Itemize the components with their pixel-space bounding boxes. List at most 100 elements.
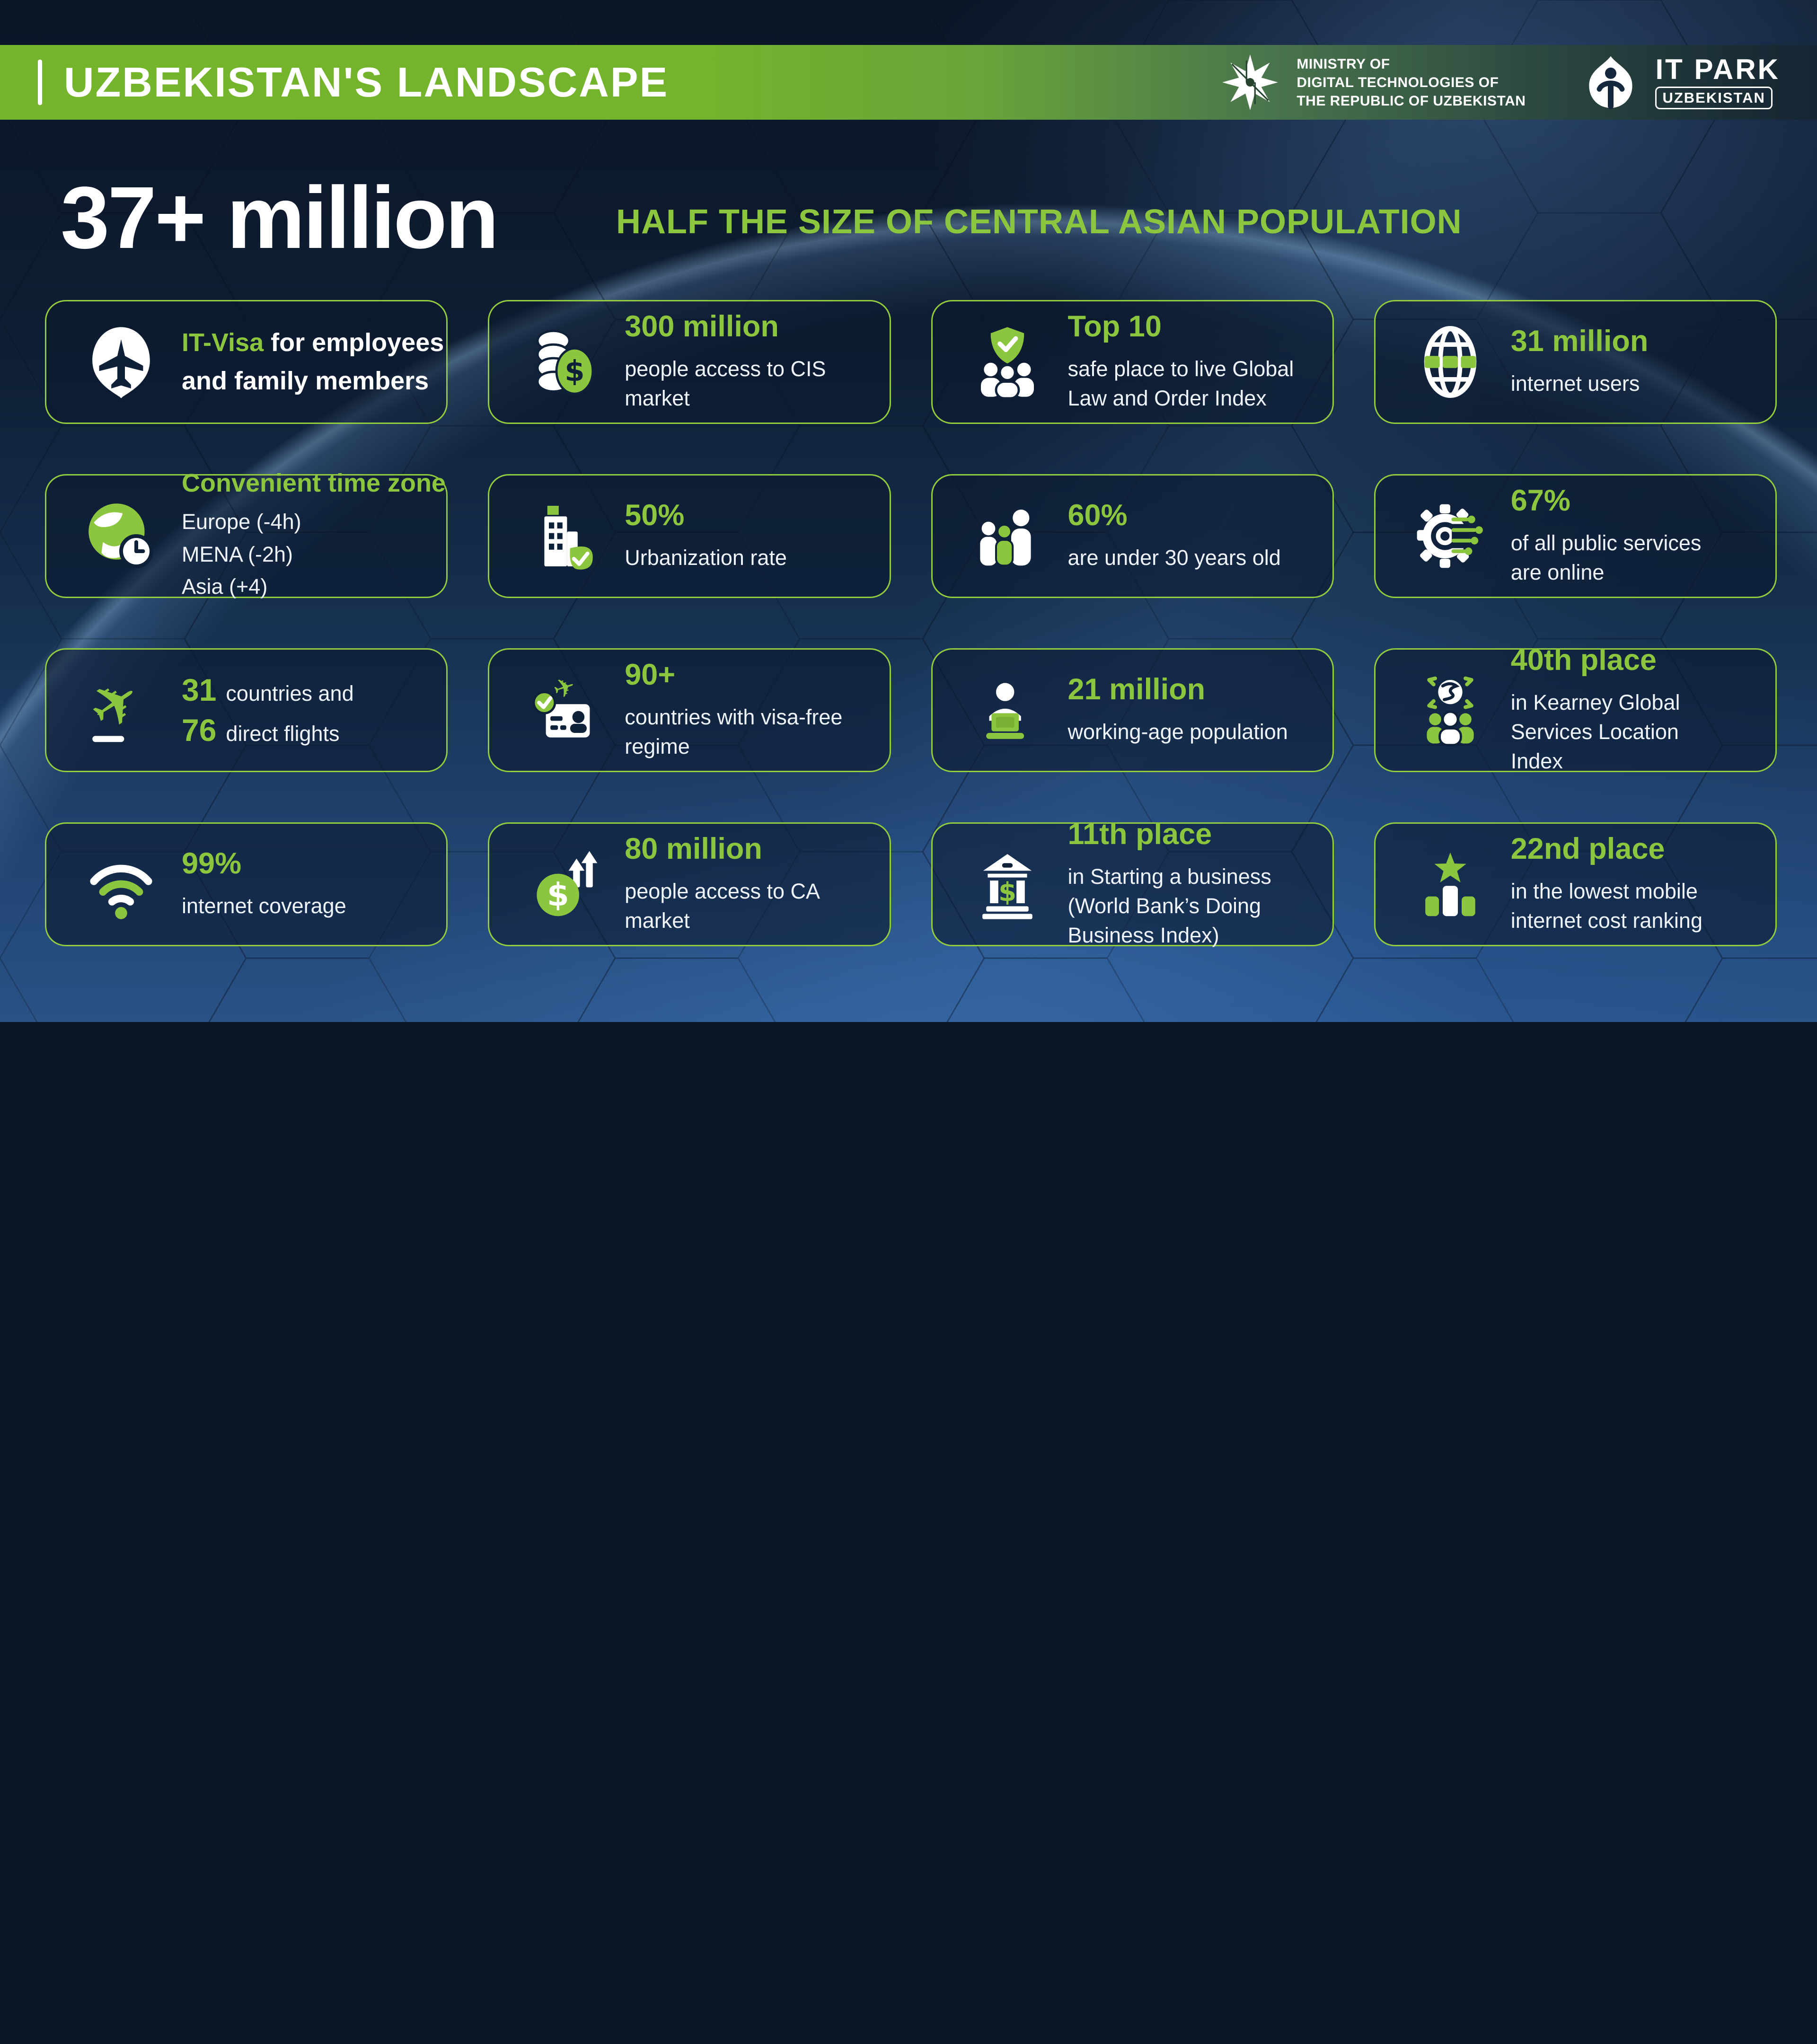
ministry-line-1: MINISTRY OF [1297,56,1390,72]
card-value: 60% [1067,498,1128,532]
itpark-drop-icon [1589,56,1633,109]
stat-card-internet-users: 31 million internet users [1374,300,1777,424]
bank-icon [970,846,1045,922]
card-description: people access to CA market [625,879,819,933]
card-pair-text: countries and [226,681,354,705]
building-leaf-icon [526,498,602,574]
card-value: 67% [1510,484,1570,517]
card-line: Europe (-4h) [182,510,301,534]
gear-circuit-icon [1412,498,1488,574]
title-accent-bar [38,60,42,105]
card-pair-text: direct flights [226,722,340,746]
coins-icon [526,324,602,400]
card-highlight: IT-Visa [182,328,264,357]
card-value: 80 million [625,832,762,865]
card-pair-row: 76 direct flights [182,714,354,746]
card-body: 31 countries and 76 direct flights [182,670,354,750]
stat-card-working-age: 21 million working-age population [931,648,1334,772]
stat-card-safety: Top 10 safe place to live Global Law and … [931,300,1334,424]
globe-people-icon [1412,672,1488,748]
card-value: 50% [625,498,685,532]
card-pair-value: 76 [182,713,217,748]
card-value: 22nd place [1510,832,1665,865]
card-headline-rest: for employees and family members [182,328,444,395]
stat-card-kearney: 40th place in Kearney Global Services Loc… [1374,644,1777,773]
ministry-line-3: THE REPUBLIC OF UZBEKISTAN [1297,93,1526,109]
card-pair-value: 31 [182,672,217,707]
card-value: 40th place [1510,643,1657,677]
card-value: 300 million [625,309,779,343]
money-growth-icon [526,846,602,922]
header-title-wrap: UZBEKISTAN'S LANDSCAPE [38,58,669,106]
stat-card-it-visa: IT-Visa for employees and family members [45,300,448,424]
hero-subheadline: HALF THE SIZE OF CENTRAL ASIAN POPULATIO… [616,203,1462,241]
ministry-logo: MINISTRY OF DIGITAL TECHNOLOGIES OF THE … [1220,52,1526,113]
card-lines: Europe (-4h) MENA (-2h) Asia (+4) [182,506,446,603]
stat-card-urbanization: 50% Urbanization rate [488,474,891,598]
card-body: 31 million internet users [1511,326,1649,398]
card-body: 99% internet coverage [182,848,346,921]
stat-card-time-zone: Convenient time zone Europe (-4h) MENA (-2… [45,469,448,599]
visa-card-icon [526,672,602,748]
stat-card-business: 11th place in Starting a business (World … [931,819,1334,947]
card-value: Top 10 [1067,309,1162,343]
card-body: 50% Urbanization rate [625,500,787,573]
itpark-logo-text: IT PARK UZBEKISTAN [1655,55,1780,109]
card-body: 67% of all public services are online [1511,485,1733,587]
stat-card-cis-market: 300 million people access to CIS market [488,300,891,424]
card-body: 80 million people access to CA market [625,833,889,935]
card-body: 90+ countries with visa-free regime [625,659,856,761]
stat-card-youth: 60% are under 30 years old [931,474,1334,598]
card-description: people access to CIS market [625,356,826,411]
card-description: internet coverage [182,894,346,918]
laptop-person-icon [970,672,1045,748]
itpark-title: IT PARK [1655,53,1780,85]
people-icon [970,498,1045,574]
shield-people-icon [970,324,1045,400]
card-description: in Starting a business (World Bank’s Doi… [1067,864,1271,948]
wifi-icon [83,846,159,922]
stat-card-mobile-cost: 22nd place in the lowest mobile internet … [1374,822,1777,946]
stat-card-visa-free: 90+ countries with visa-free regime [488,648,891,772]
card-body: 21 million working-age population [1068,674,1288,747]
ministry-logo-text: MINISTRY OF DIGITAL TECHNOLOGIES OF THE … [1297,55,1526,110]
card-body: 22nd place in the lowest mobile internet … [1511,833,1733,935]
star-podium-icon [1412,846,1488,922]
card-line: Asia (+4) [182,574,268,599]
card-body: 11th place in Starting a business (World … [1068,819,1332,950]
card-body: Convenient time zone Europe (-4h) MENA (-2… [182,469,446,603]
card-description: working-age population [1067,720,1288,744]
page-title: UZBEKISTAN'S LANDSCAPE [64,59,669,106]
card-description: countries with visa-free regime [625,705,843,759]
stat-card-ca-market: 80 million people access to CA market [488,822,891,946]
card-body: 300 million people access to CIS market [625,311,889,413]
card-description: Urbanization rate [625,546,787,570]
card-value: 11th place [1067,817,1212,851]
ministry-star-icon [1222,54,1279,110]
card-description: are under 30 years old [1067,546,1281,570]
ministry-line-2: DIGITAL TECHNOLOGIES OF [1297,74,1499,90]
card-description: of all public services are online [1510,530,1702,585]
card-line: MENA (-2h) [182,542,293,566]
itpark-subtitle: UZBEKISTAN [1655,87,1773,109]
card-headline: IT-Visa for employees and family members [182,324,446,400]
hero-headline: 37+ million [61,169,499,267]
stat-card-public-services: 67% of all public services are online [1374,474,1777,598]
card-value: 90+ [625,658,676,691]
header-band: UZBEKISTAN'S LANDSCAPE [0,45,1817,120]
plane-takeoff-icon [83,672,159,748]
header-logos: MINISTRY OF DIGITAL TECHNOLOGIES OF THE … [1220,45,1780,120]
card-body: 40th place in Kearney Global Services Loc… [1511,644,1733,776]
itpark-logo: IT PARK UZBEKISTAN [1582,54,1780,111]
card-description: safe place to live Global Law and Order … [1067,356,1294,411]
card-pair-row: 31 countries and [182,674,354,706]
card-description: in Kearney Global Services Location Inde… [1510,690,1680,774]
card-value: 21 million [1067,672,1206,706]
stats-grid: IT-Visa for employees and family members… [45,300,1777,947]
card-body: IT-Visa for employees and family members [182,324,446,400]
stat-card-coverage: 99% internet coverage [45,822,448,946]
stat-card-flights: 31 countries and 76 direct flights [45,648,448,772]
card-body: 60% are under 30 years old [1068,500,1281,573]
plane-leaf-icon [83,324,159,400]
card-value: 99% [182,846,242,880]
